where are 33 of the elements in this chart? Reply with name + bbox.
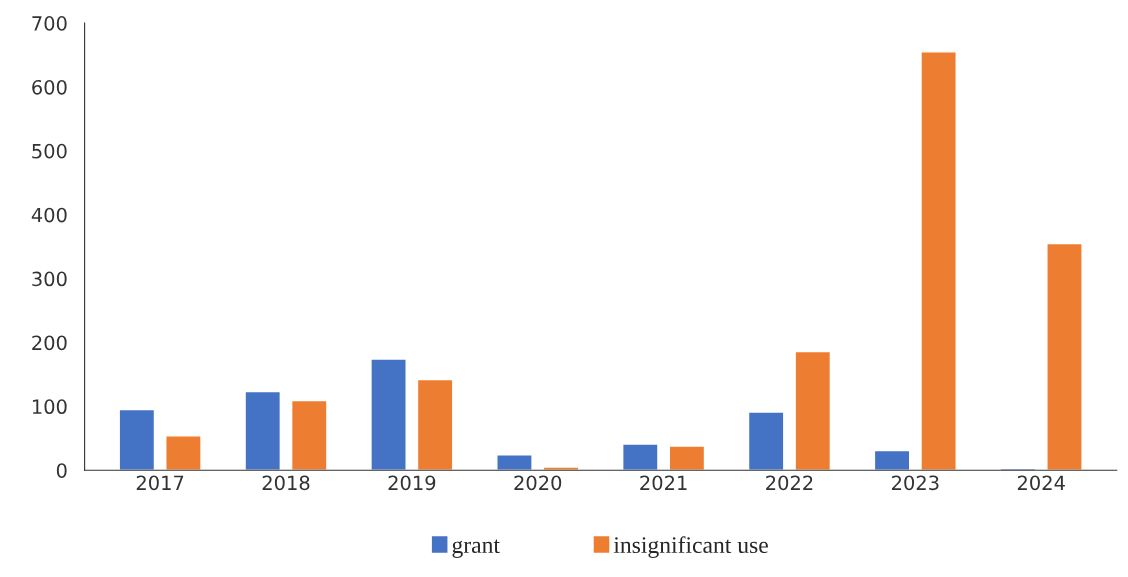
legend-label: insignificant use [613,536,768,558]
y-tick-label: 300 [32,271,67,287]
legend-label: grant [452,539,500,558]
y-tick-label: 200 [32,335,67,351]
y-tick-label: 0 [56,463,67,478]
bar [416,378,454,471]
bar [668,445,706,471]
bar [118,408,156,471]
bar [165,435,202,471]
bar [621,443,659,471]
x-tick-label: 2018 [262,475,310,491]
y-tick-label: 600 [32,79,67,95]
bar [370,358,407,471]
y-tick-label: 500 [32,143,67,159]
bar [542,466,580,471]
bar [794,350,832,471]
x-tick-label: 2022 [766,475,813,491]
x-tick-label: 2024 [1017,475,1065,491]
x-tick-label: 2023 [892,475,939,491]
y-tick-label: 400 [31,207,67,223]
x-tick-label: 2021 [640,475,687,491]
bar [747,411,785,471]
x-tick-label: 2020 [514,475,562,491]
x-tick-label: 2019 [388,475,436,491]
bar [496,454,533,471]
bar [873,449,911,471]
x-tick-label: 2017 [136,475,184,491]
bar [1046,242,1083,471]
bar [920,51,957,471]
bar [290,399,328,471]
y-tick-label: 100 [32,399,67,415]
y-tick-label: 700 [32,16,67,31]
bar [244,390,282,471]
